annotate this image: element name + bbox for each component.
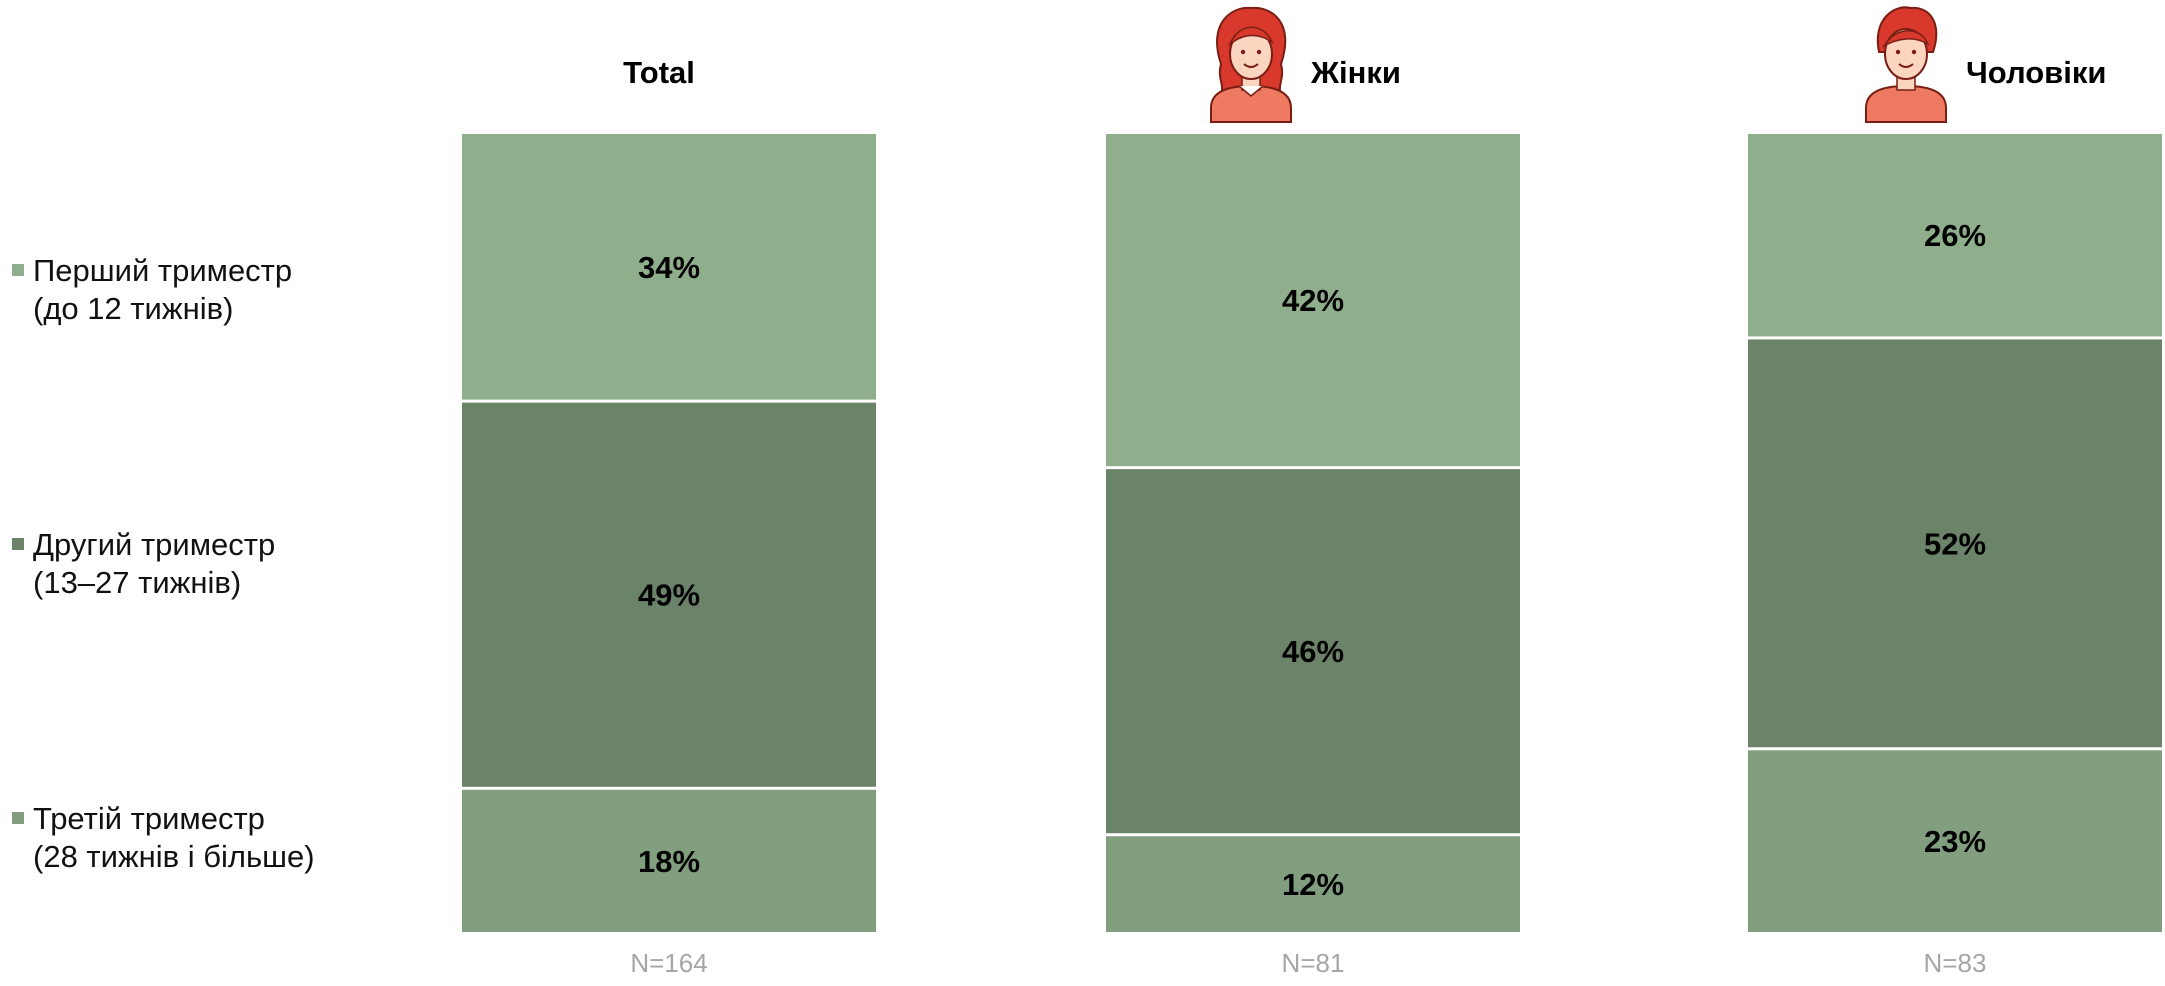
data-label-1-3: 18%	[638, 844, 700, 879]
bar-segment-1-2	[462, 402, 876, 787]
legend-label-line1: Третій триместр	[33, 801, 265, 836]
bar-segment-3-3	[1748, 750, 2162, 932]
legend-label-line1: Перший триместр	[33, 253, 293, 288]
bar-segment-2-2	[1106, 469, 1520, 834]
data-label-3-3: 23%	[1924, 824, 1986, 859]
data-label-2-1: 42%	[1282, 283, 1344, 318]
bar-segment-2-3	[1106, 836, 1520, 932]
man-avatar-icon	[1865, 6, 1947, 123]
legend-swatch	[12, 538, 24, 550]
data-label-1-1: 34%	[638, 250, 700, 285]
legend-label-line2: (28 тижнів і більше)	[33, 839, 315, 874]
woman-avatar-icon	[1210, 6, 1292, 123]
legend-label-line1: Другий триместр	[33, 527, 276, 562]
column-header-2: Жінки	[1310, 55, 1401, 90]
data-label-3-2: 52%	[1924, 526, 1986, 561]
column-header-3: Чоловіки	[1966, 55, 2106, 90]
data-label-2-3: 12%	[1282, 867, 1344, 902]
data-label-3-1: 26%	[1924, 218, 1986, 253]
legend-label-line2: (до 12 тижнів)	[33, 291, 234, 326]
bar-segment-1-1	[462, 134, 876, 400]
legend-label-line2: (13–27 тижнів)	[33, 565, 242, 600]
data-label-1-2: 49%	[638, 578, 700, 613]
sample-size-1: N=164	[630, 948, 707, 978]
sample-size-2: N=81	[1282, 948, 1345, 978]
bar-segment-3-2	[1748, 339, 2162, 748]
column-header-1: Total	[623, 55, 695, 90]
legend-swatch	[12, 812, 24, 824]
bar-segment-1-3	[462, 789, 876, 932]
bar-segment-2-1	[1106, 134, 1520, 467]
legend-swatch	[12, 264, 24, 276]
data-label-2-2: 46%	[1282, 634, 1344, 669]
bar-segment-3-1	[1748, 134, 2162, 337]
sample-size-3: N=83	[1924, 948, 1987, 978]
